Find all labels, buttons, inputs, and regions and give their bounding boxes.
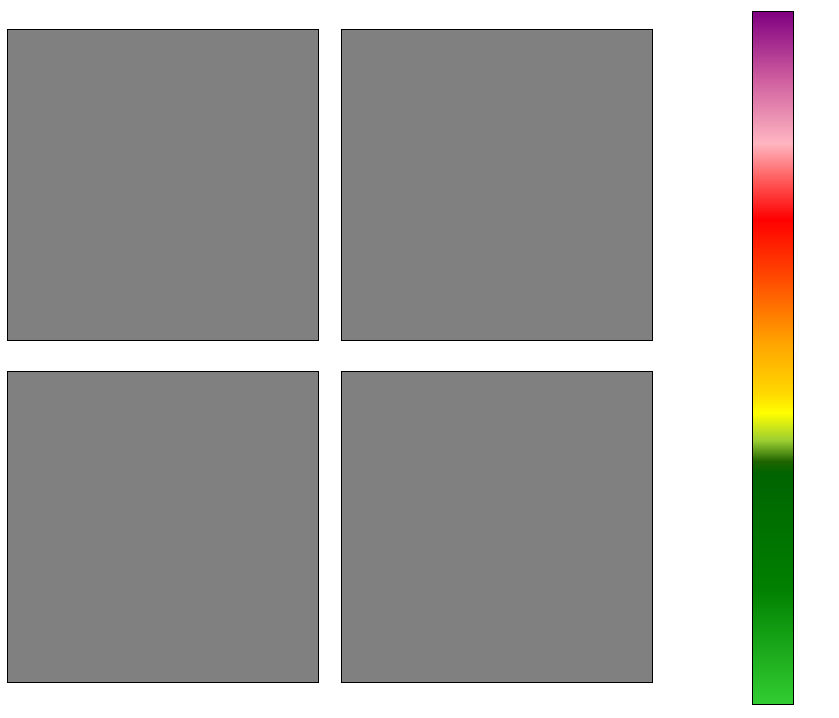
- map-canvas: [342, 30, 652, 340]
- map-canvas: [8, 30, 318, 340]
- map-panel-nam-3k: [7, 371, 319, 683]
- map-panel-href: [341, 29, 653, 341]
- map-canvas: [8, 372, 318, 682]
- map-panel-hrrr-fv3: [7, 29, 319, 341]
- colorbar: [752, 11, 794, 705]
- map-canvas: [342, 372, 652, 682]
- map-panel-hrrr: [341, 371, 653, 683]
